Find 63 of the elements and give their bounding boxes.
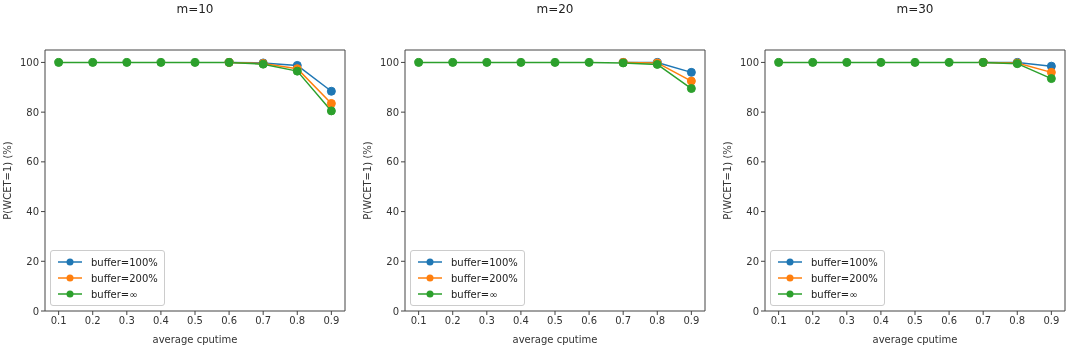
legend-label: buffer=200% bbox=[451, 272, 518, 284]
y-tick-label: 100 bbox=[379, 56, 399, 68]
y-tick-label: 0 bbox=[32, 305, 39, 317]
y-tick-label: 0 bbox=[752, 305, 759, 317]
x-tick-label: 0.1 bbox=[50, 315, 67, 327]
x-axis-title: average cputime bbox=[872, 334, 958, 345]
x-axis-title: average cputime bbox=[152, 334, 238, 345]
x-tick-label: 0.6 bbox=[941, 315, 958, 327]
x-tick-label: 0.9 bbox=[1043, 315, 1060, 327]
x-tick-label: 0.4 bbox=[872, 315, 889, 327]
legend-label: buffer=200% bbox=[91, 272, 158, 284]
legend-label: buffer=100% bbox=[811, 256, 878, 268]
y-tick-label: 100 bbox=[19, 56, 39, 68]
y-tick-label: 20 bbox=[386, 255, 399, 267]
x-tick-label: 0.6 bbox=[221, 315, 238, 327]
y-tick-label: 100 bbox=[739, 56, 759, 68]
legend-label: buffer=100% bbox=[451, 256, 518, 268]
x-tick-label: 0.7 bbox=[615, 315, 632, 327]
chart-title: m=20 bbox=[535, 2, 575, 16]
x-tick-label: 0.4 bbox=[512, 315, 529, 327]
legend-label: buffer=∞ bbox=[91, 288, 138, 300]
x-tick-label: 0.9 bbox=[323, 315, 340, 327]
x-tick-label: 0.7 bbox=[975, 315, 992, 327]
y-axis-title: P(WCET=1) (%) bbox=[721, 141, 733, 220]
x-tick-label: 0.5 bbox=[547, 315, 563, 327]
y-tick-label: 60 bbox=[26, 156, 39, 168]
y-tick-label: 40 bbox=[26, 206, 39, 218]
y-tick-label: 20 bbox=[26, 255, 39, 267]
x-tick-label: 0.2 bbox=[84, 315, 101, 327]
y-tick-label: 0 bbox=[392, 305, 399, 317]
x-tick-label: 0.1 bbox=[770, 315, 787, 327]
chart-title: m=30 bbox=[895, 2, 935, 16]
y-tick-label: 80 bbox=[746, 106, 759, 118]
legend-label: buffer=100% bbox=[91, 256, 158, 268]
y-tick-label: 40 bbox=[386, 206, 399, 218]
x-tick-label: 0.1 bbox=[410, 315, 427, 327]
x-tick-label: 0.2 bbox=[804, 315, 821, 327]
x-tick-label: 0.2 bbox=[444, 315, 461, 327]
y-tick-label: 40 bbox=[746, 206, 759, 218]
x-tick-label: 0.6 bbox=[581, 315, 598, 327]
chart-title: m=10 bbox=[175, 2, 215, 16]
x-tick-label: 0.8 bbox=[649, 315, 666, 327]
x-tick-label: 0.3 bbox=[118, 315, 135, 327]
legend-label: buffer=∞ bbox=[811, 288, 858, 300]
x-tick-label: 0.4 bbox=[152, 315, 169, 327]
y-axis-title: P(WCET=1) (%) bbox=[1, 141, 13, 220]
y-tick-label: 60 bbox=[386, 156, 399, 168]
x-tick-label: 0.8 bbox=[1009, 315, 1026, 327]
x-tick-label: 0.7 bbox=[255, 315, 272, 327]
x-axis-title: average cputime bbox=[512, 334, 598, 345]
legend-label: buffer=∞ bbox=[451, 288, 498, 300]
y-tick-label: 80 bbox=[26, 106, 39, 118]
y-tick-label: 80 bbox=[386, 106, 399, 118]
y-tick-label: 60 bbox=[746, 156, 759, 168]
x-tick-label: 0.3 bbox=[838, 315, 855, 327]
y-tick-label: 20 bbox=[746, 255, 759, 267]
x-tick-label: 0.9 bbox=[683, 315, 700, 327]
x-tick-label: 0.5 bbox=[187, 315, 203, 327]
x-tick-label: 0.8 bbox=[289, 315, 306, 327]
legend-label: buffer=200% bbox=[811, 272, 878, 284]
x-tick-label: 0.5 bbox=[907, 315, 923, 327]
y-axis-title: P(WCET=1) (%) bbox=[361, 141, 373, 220]
x-tick-label: 0.3 bbox=[478, 315, 495, 327]
